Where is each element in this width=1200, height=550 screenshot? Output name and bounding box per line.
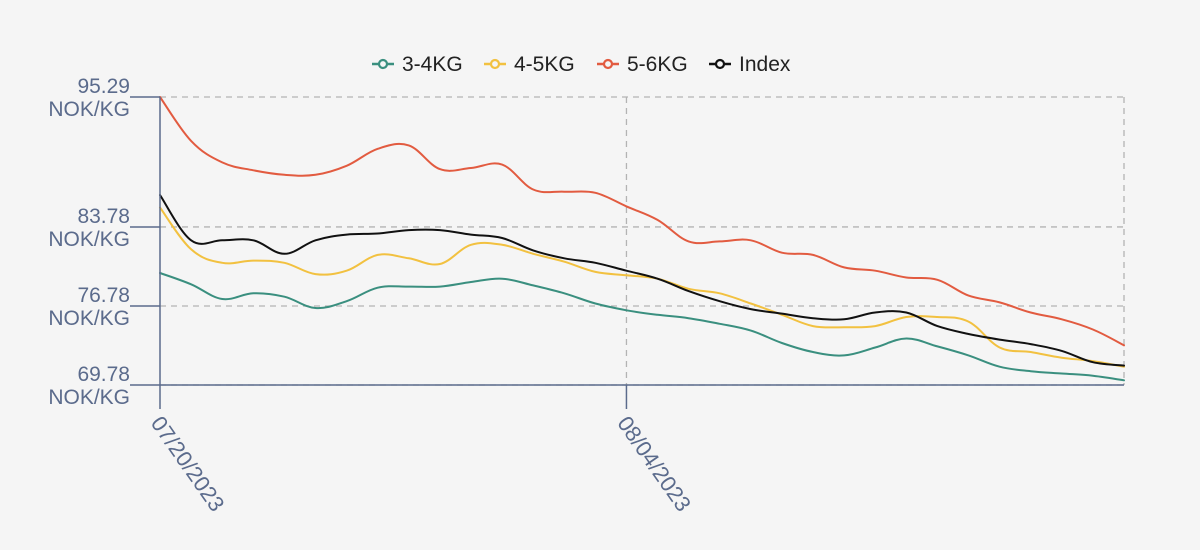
y-tick-label: 95.29 NOK/KG (48, 75, 130, 121)
y-tick-unit: NOK/KG (48, 98, 130, 121)
legend-marker-icon (489, 58, 501, 70)
series-line-5-6kg (159, 96, 1125, 347)
series-group (159, 96, 1125, 382)
series-line-3-4kg (159, 272, 1125, 382)
y-tick-value: 95.29 (77, 75, 130, 98)
x-tick-label: 08/04/2023 (612, 412, 696, 517)
y-tick-value: 83.78 (77, 205, 130, 228)
y-tick-unit: NOK/KG (48, 228, 130, 251)
series-line-index (159, 194, 1125, 367)
legend-label: 4-5KG (514, 53, 575, 76)
y-tick-label: 69.78 NOK/KG (48, 363, 130, 409)
legend-item[interactable]: 3-4KG (372, 53, 463, 76)
y-tick-value: 69.78 (77, 363, 130, 386)
legend-marker-icon (602, 58, 614, 70)
legend-label: 5-6KG (627, 53, 688, 76)
legend[interactable]: 3-4KG 4-5KG 5-6KG Index (372, 53, 791, 76)
legend-item[interactable]: Index (709, 53, 791, 76)
legend-marker-icon (377, 58, 389, 70)
legend-item[interactable]: 5-6KG (597, 53, 688, 76)
y-tick-unit: NOK/KG (48, 307, 130, 330)
y-tick-unit: NOK/KG (48, 386, 130, 409)
legend-marker-icon (714, 58, 726, 70)
grid (160, 96, 1125, 386)
legend-label: Index (739, 53, 791, 76)
y-tick-value: 76.78 (77, 284, 130, 307)
series-line-4-5kg (159, 206, 1125, 368)
y-tick-label: 76.78 NOK/KG (48, 284, 130, 330)
y-tick-label: 83.78 NOK/KG (48, 205, 130, 251)
legend-label: 3-4KG (402, 53, 463, 76)
legend-item[interactable]: 4-5KG (484, 53, 575, 76)
x-tick-label: 07/20/2023 (146, 412, 230, 517)
